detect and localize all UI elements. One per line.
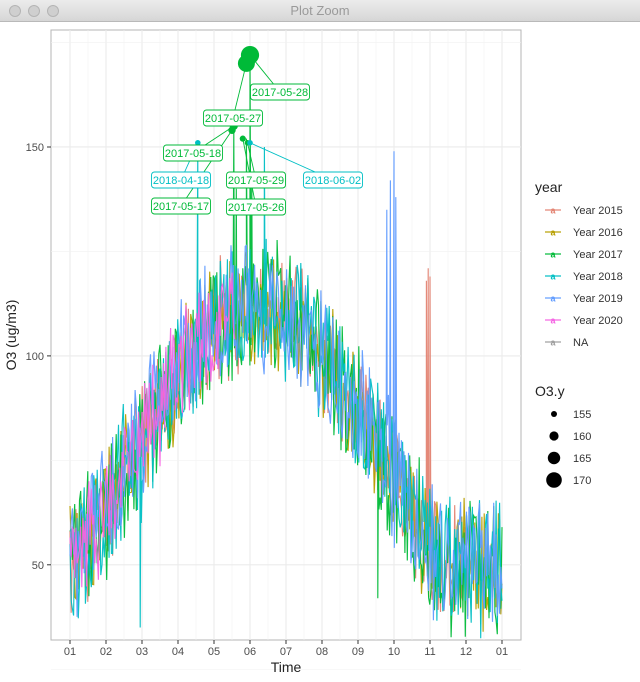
point-label: 2017-05-27 xyxy=(205,113,261,125)
point-label: 2017-05-28 xyxy=(252,87,308,99)
y-tick-label: 150 xyxy=(26,142,44,154)
x-tick-label: 01 xyxy=(496,646,508,658)
legend-size-label: 160 xyxy=(573,431,591,443)
label-leader xyxy=(180,130,233,207)
legend-item-label: NA xyxy=(573,337,589,349)
y-tick-label: 50 xyxy=(32,560,44,572)
point-label-box xyxy=(250,83,310,101)
series-lines xyxy=(69,59,503,639)
highlight-point xyxy=(237,54,255,72)
point-label-box xyxy=(226,171,286,189)
legend-key-glyph: a xyxy=(550,338,556,348)
x-tick-label: 10 xyxy=(388,646,400,658)
y-tick-label: 100 xyxy=(26,351,44,363)
series-line-year-2019 xyxy=(69,151,503,622)
point-label-box xyxy=(226,198,286,216)
x-axis-label: Time xyxy=(271,659,302,675)
point-label-box xyxy=(151,171,211,189)
legend-item-label: Year 2020 xyxy=(573,315,623,327)
point-label-box xyxy=(303,171,363,189)
legend-key-glyph: a xyxy=(550,206,556,216)
highlight-points: 2017-05-28 2017-05-27 2017-05-18 2017-05-26… xyxy=(151,45,363,216)
legend-size-label: 165 xyxy=(573,453,591,465)
axes: 01 02 03 04 05 06 07 08 09 10 11 12 01 50 100 150 Time O3… xyxy=(3,142,508,675)
legend-size-label: 170 xyxy=(573,475,591,487)
x-tick-label: 02 xyxy=(100,646,112,658)
highlight-point xyxy=(239,135,246,142)
point-label: 2017-05-26 xyxy=(228,202,284,214)
legend-item-label: Year 2016 xyxy=(573,227,623,239)
legend-key-glyph: a xyxy=(550,250,556,260)
point-label-box xyxy=(203,109,263,127)
x-tick-label: 12 xyxy=(460,646,472,658)
x-tick-label: 03 xyxy=(136,646,148,658)
legend-size-dot xyxy=(549,431,559,441)
legend-key-glyph: a xyxy=(550,272,556,282)
legend-size-dot xyxy=(551,411,557,417)
point-label: 2017-05-17 xyxy=(153,201,209,213)
x-tick-label: 01 xyxy=(64,646,76,658)
point-label: 2018-06-02 xyxy=(305,175,361,187)
legend-size-label: 155 xyxy=(573,409,591,421)
highlight-point xyxy=(247,140,253,146)
label-leader xyxy=(232,63,247,119)
point-label: 2017-05-29 xyxy=(228,175,284,187)
zoom-window-button[interactable] xyxy=(47,5,59,17)
y-axis-label: O3 (ug/m3) xyxy=(3,300,19,371)
point-label: 2017-05-18 xyxy=(165,148,221,160)
highlight-point xyxy=(228,126,236,134)
x-tick-label: 07 xyxy=(280,646,292,658)
legend-key-glyph: a xyxy=(550,294,556,304)
point-label-box xyxy=(163,144,223,162)
size-legend: O3.y 155 160 165 170 xyxy=(535,383,591,488)
window-titlebar: Plot Zoom xyxy=(0,0,640,22)
point-label-box xyxy=(151,197,211,215)
x-tick-label: 04 xyxy=(172,646,184,658)
legend-item-label: Year 2019 xyxy=(573,293,623,305)
close-window-button[interactable] xyxy=(9,5,21,17)
series-line-year-2018 xyxy=(69,146,503,639)
legend-item-label: Year 2017 xyxy=(573,249,623,261)
x-tick-label: 09 xyxy=(352,646,364,658)
point-label: 2018-04-18 xyxy=(153,175,209,187)
x-tick-label: 08 xyxy=(316,646,328,658)
color-legend: year a Year 2015 a Year 2016 a Year 2017 a Year … xyxy=(535,179,623,349)
legend-title-year: year xyxy=(535,179,563,195)
x-tick-label: 11 xyxy=(424,646,435,658)
legend-item-label: Year 2015 xyxy=(573,205,623,217)
series-line-year-2020 xyxy=(69,272,236,588)
minimize-window-button[interactable] xyxy=(28,5,40,17)
x-tick-label: 06 xyxy=(244,646,256,658)
legend-key-glyph: a xyxy=(550,228,556,238)
legend-size-dot xyxy=(546,472,562,488)
highlight-point xyxy=(195,140,201,146)
legend-size-dot xyxy=(547,451,561,465)
legend-key-glyph: a xyxy=(550,316,556,326)
window-title: Plot Zoom xyxy=(290,3,350,18)
x-tick-label: 05 xyxy=(208,646,220,658)
legend-title-o3y: O3.y xyxy=(535,383,565,399)
ozone-line-chart: 2017-05-28 2017-05-27 2017-05-18 2017-05-26… xyxy=(3,29,623,675)
legend-item-label: Year 2018 xyxy=(573,271,623,283)
